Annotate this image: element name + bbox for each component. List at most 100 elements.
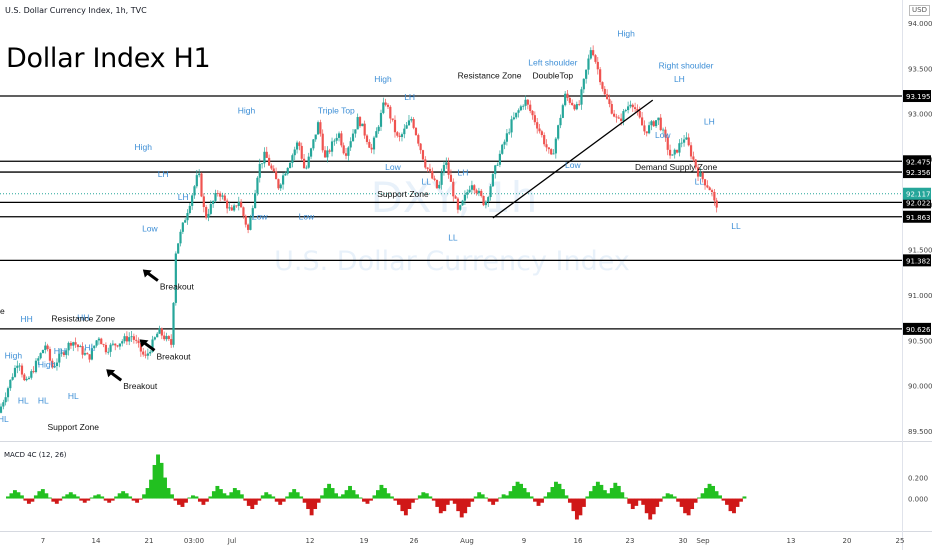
macd-bar [295, 492, 300, 499]
macd-bar [274, 498, 279, 502]
y-tick-label: 90.000 [908, 383, 932, 391]
macd-bar [316, 498, 321, 503]
candle-body [328, 150, 331, 152]
candle-body [279, 184, 282, 189]
macd-bar [491, 498, 496, 505]
candle-body [664, 129, 667, 138]
macd-bar [414, 498, 419, 500]
x-tick-label: Aug [460, 537, 474, 545]
macd-bar [348, 485, 352, 499]
candle-body [74, 342, 77, 345]
candle-body [86, 353, 89, 355]
macd-bar [449, 498, 454, 501]
candle-body [708, 187, 711, 191]
candle-body [240, 202, 243, 208]
structure-label: HH [21, 314, 33, 324]
macd-bar [232, 488, 237, 499]
candle-body [139, 343, 142, 352]
macd-bar [128, 496, 133, 499]
candle-body [361, 123, 364, 127]
candle-body [566, 93, 569, 98]
macd-bar [672, 496, 677, 499]
macd-bar [609, 488, 614, 499]
candle-body [258, 163, 261, 178]
macd-bar [267, 494, 272, 499]
candle-body [261, 163, 264, 165]
candle-body [578, 104, 581, 105]
candle-body [440, 172, 443, 185]
candle-body [186, 213, 189, 221]
macd-bar [602, 490, 607, 499]
candle-body [382, 102, 385, 113]
candle-body [592, 50, 595, 56]
currency-badge[interactable]: USD [909, 5, 930, 16]
candle-body [251, 208, 254, 218]
macd-bar [480, 494, 485, 499]
macd-bar [225, 495, 230, 499]
x-tick-label: 14 [92, 537, 101, 545]
structure-label: LH [178, 192, 189, 202]
macd-bar [651, 498, 656, 515]
macd-bar [627, 498, 632, 504]
candle-body [93, 345, 96, 349]
candle-body [643, 125, 646, 132]
candle-body [675, 149, 679, 153]
macd-bar [264, 492, 269, 499]
candle-body [603, 88, 606, 95]
macd-bar [543, 496, 548, 499]
structure-label: Low [565, 160, 581, 170]
candle-body [223, 195, 226, 201]
candle-body [193, 186, 196, 196]
candle-body [615, 116, 618, 118]
macd-bar [466, 498, 471, 507]
x-tick-label: Sep [696, 537, 710, 545]
level-tag [903, 210, 931, 223]
candle-body [6, 388, 10, 398]
candle-body [326, 150, 329, 158]
structure-label: Low [655, 130, 671, 140]
structure-label: HH [77, 312, 89, 322]
candle-body [634, 107, 637, 110]
macd-bar [6, 496, 10, 499]
macd-bar [12, 490, 17, 499]
macd-bar [676, 498, 681, 502]
candle-body [557, 125, 560, 139]
candle-body [207, 213, 210, 218]
macd-bar [662, 496, 667, 499]
candle-body [512, 117, 515, 120]
candle-body [226, 200, 229, 209]
candle-body [284, 173, 287, 176]
candle-body [396, 132, 399, 136]
x-tick-label: 23 [626, 537, 635, 545]
candle-body [428, 168, 432, 171]
candle-body [230, 207, 233, 211]
candle-body [302, 158, 306, 169]
candle-body [291, 155, 294, 163]
candle-body [300, 145, 303, 159]
macd-bar [536, 498, 541, 506]
macd-bar [718, 495, 722, 499]
candle-body [627, 106, 630, 111]
zone-label: Support Zone [377, 189, 429, 199]
macd-bar [166, 488, 171, 499]
macd-bar [201, 498, 206, 505]
candle-body [596, 61, 599, 70]
candle-body [177, 243, 180, 254]
macd-bar [578, 498, 583, 516]
macd-tick-label: 0.000 [908, 496, 928, 504]
candle-body [610, 104, 613, 114]
macd-bar [215, 485, 220, 499]
macd-bar [65, 494, 70, 499]
candle-body [715, 200, 718, 208]
macd-bar [533, 498, 537, 502]
y-tick-label: 89.500 [908, 428, 932, 436]
candle-body [510, 119, 513, 133]
candle-body [340, 133, 343, 146]
candle-body [202, 196, 205, 208]
candle-body [613, 113, 616, 117]
candle-body [538, 128, 541, 132]
structure-label: Triple Top [318, 106, 355, 116]
candle-body [137, 340, 140, 344]
macd-bar [79, 498, 84, 501]
